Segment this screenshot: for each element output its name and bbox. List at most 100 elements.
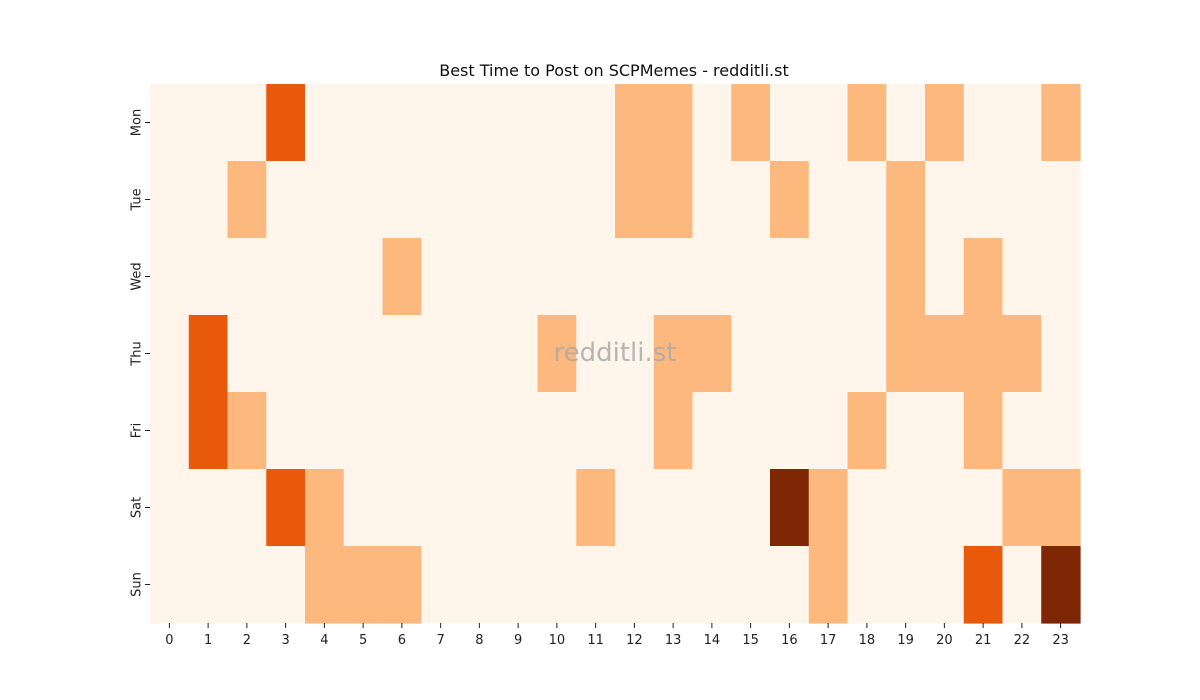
heatmap-cell-thu-19 [886, 315, 926, 393]
heatmap-cell-thu-11 [576, 315, 616, 393]
heatmap-cell-thu-14 [692, 315, 732, 393]
heatmap-cell-mon-23 [1041, 84, 1081, 162]
heatmap-cell-thu-4 [305, 315, 345, 393]
heatmap-cell-tue-4 [305, 161, 345, 239]
heatmap-cell-mon-3 [266, 84, 306, 162]
heatmap-cell-thu-16 [770, 315, 810, 393]
heatmap-cell-fri-6 [382, 392, 422, 470]
heatmap-cell-wed-4 [305, 238, 345, 316]
heatmap-cell-thu-15 [731, 315, 771, 393]
heatmap-cell-mon-0 [150, 84, 190, 162]
heatmap-cell-thu-7 [421, 315, 461, 393]
heatmap-cell-mon-20 [925, 84, 965, 162]
heatmap-cell-mon-16 [770, 84, 810, 162]
heatmap-cell-thu-22 [1002, 315, 1042, 393]
heatmap-cell-fri-9 [498, 392, 539, 470]
x-tick-label: 22 [1014, 633, 1031, 648]
heatmap-cell-fri-13 [653, 392, 694, 470]
x-tick-label: 5 [359, 633, 367, 648]
heatmap-cell-sat-15 [731, 469, 771, 547]
heatmap-cell-fri-17 [808, 392, 849, 470]
x-tick-label: 8 [475, 633, 483, 648]
x-tick-label: 19 [897, 633, 914, 648]
heatmap-cell-sun-13 [653, 546, 694, 624]
heatmap-cell-wed-17 [808, 238, 849, 316]
heatmap-cell-fri-0 [150, 392, 190, 470]
heatmap-cells [150, 84, 1081, 624]
heatmap-cell-thu-6 [382, 315, 422, 393]
heatmap-cell-sat-6 [382, 469, 422, 547]
y-tick-label: Sat [130, 497, 145, 518]
heatmap-cell-wed-1 [188, 238, 229, 316]
heatmap-cell-mon-17 [808, 84, 849, 162]
heatmap-cell-tue-20 [925, 161, 965, 239]
heatmap-cell-mon-10 [537, 84, 577, 162]
x-tick-label: 13 [665, 633, 682, 648]
heatmap-cell-sun-18 [847, 546, 887, 624]
heatmap-cell-tue-23 [1041, 161, 1081, 239]
heatmap-cell-wed-6 [382, 238, 422, 316]
y-tick-label: Fri [130, 423, 145, 439]
heatmap-cell-sat-8 [460, 469, 500, 547]
heatmap-cell-fri-8 [460, 392, 500, 470]
heatmap-cell-mon-1 [188, 84, 229, 162]
heatmap-cell-tue-8 [460, 161, 500, 239]
heatmap-cell-mon-12 [615, 84, 655, 162]
heatmap-cell-wed-2 [227, 238, 267, 316]
heatmap-cell-sat-11 [576, 469, 616, 547]
x-tick-label: 12 [626, 633, 643, 648]
heatmap-cell-fri-23 [1041, 392, 1081, 470]
heatmap-cell-sun-21 [963, 546, 1004, 624]
heatmap-cell-sun-10 [537, 546, 577, 624]
heatmap-cell-wed-16 [770, 238, 810, 316]
heatmap-cell-wed-15 [731, 238, 771, 316]
x-tick-label: 1 [204, 633, 212, 648]
heatmap-cell-thu-17 [808, 315, 849, 393]
heatmap-cell-sun-5 [343, 546, 384, 624]
heatmap-cell-mon-6 [382, 84, 422, 162]
heatmap-cell-mon-8 [460, 84, 500, 162]
heatmap-cell-sat-13 [653, 469, 694, 547]
x-tick-label: 14 [704, 633, 721, 648]
heatmap-cell-thu-5 [343, 315, 384, 393]
heatmap-cell-sun-3 [266, 546, 306, 624]
heatmap-cell-wed-19 [886, 238, 926, 316]
heatmap-cell-sun-6 [382, 546, 422, 624]
heatmap-cell-tue-17 [808, 161, 849, 239]
heatmap-cell-sun-11 [576, 546, 616, 624]
heatmap-cell-sun-12 [615, 546, 655, 624]
heatmap-cell-sun-17 [808, 546, 849, 624]
x-tick-label: 6 [398, 633, 406, 648]
heatmap-cell-sun-0 [150, 546, 190, 624]
heatmap-cell-sat-14 [692, 469, 732, 547]
heatmap-cell-tue-10 [537, 161, 577, 239]
heatmap-cell-mon-15 [731, 84, 771, 162]
heatmap-cell-fri-4 [305, 392, 345, 470]
heatmap-cell-thu-12 [615, 315, 655, 393]
x-tick-label: 18 [859, 633, 876, 648]
heatmap-cell-fri-3 [266, 392, 306, 470]
heatmap-cell-sat-19 [886, 469, 926, 547]
heatmap-cell-wed-11 [576, 238, 616, 316]
x-tick-label: 11 [587, 633, 604, 648]
heatmap-cell-fri-20 [925, 392, 965, 470]
heatmap-cell-wed-3 [266, 238, 306, 316]
heatmap-cell-sat-12 [615, 469, 655, 547]
heatmap-cell-sat-2 [227, 469, 267, 547]
heatmap-cell-sun-4 [305, 546, 345, 624]
heatmap-cell-wed-7 [421, 238, 461, 316]
heatmap-cell-sat-9 [498, 469, 539, 547]
x-tick-label: 23 [1052, 633, 1069, 648]
x-tick-label: 7 [436, 633, 444, 648]
heatmap-cell-sat-23 [1041, 469, 1081, 547]
heatmap-cell-wed-12 [615, 238, 655, 316]
heatmap-cell-tue-6 [382, 161, 422, 239]
heatmap-cell-tue-11 [576, 161, 616, 239]
heatmap-cell-mon-5 [343, 84, 384, 162]
heatmap-cell-tue-13 [653, 161, 694, 239]
x-tick-label: 2 [243, 633, 251, 648]
heatmap-cell-mon-21 [963, 84, 1004, 162]
heatmap-cell-sun-20 [925, 546, 965, 624]
y-axis-ticks: Mon Tue Wed Thu Fri Sat Sun [130, 109, 150, 597]
y-tick-label: Sun [130, 572, 145, 597]
